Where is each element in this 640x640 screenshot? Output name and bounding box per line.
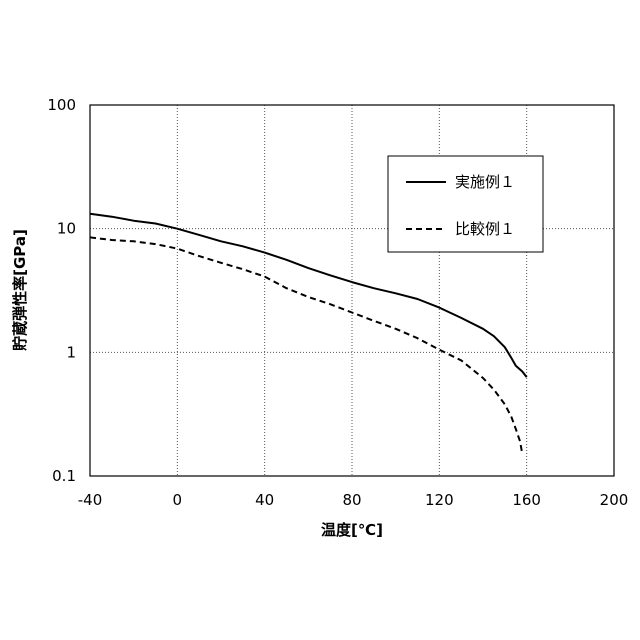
x-tick-label: 80 xyxy=(342,491,361,509)
y-axis-title: 貯蔵弾性率[GPa] xyxy=(11,229,29,351)
x-tick-label: 160 xyxy=(512,491,541,509)
x-tick-label: 200 xyxy=(600,491,629,509)
y-tick-label: 0.1 xyxy=(52,467,76,485)
legend-label-series-2: 比較例１ xyxy=(455,220,515,238)
legend: 実施例１ 比較例１ xyxy=(388,156,543,252)
y-tick-label: 10 xyxy=(57,220,76,238)
legend-label-series-1: 実施例１ xyxy=(455,173,515,191)
y-tick-label: 1 xyxy=(66,343,76,361)
x-tick-label: -40 xyxy=(78,491,103,509)
y-tick-label: 100 xyxy=(47,96,76,114)
x-tick-label: 40 xyxy=(255,491,274,509)
x-tick-label: 0 xyxy=(173,491,183,509)
x-axis-title: 温度[℃] xyxy=(321,521,383,539)
x-tick-label: 120 xyxy=(425,491,454,509)
